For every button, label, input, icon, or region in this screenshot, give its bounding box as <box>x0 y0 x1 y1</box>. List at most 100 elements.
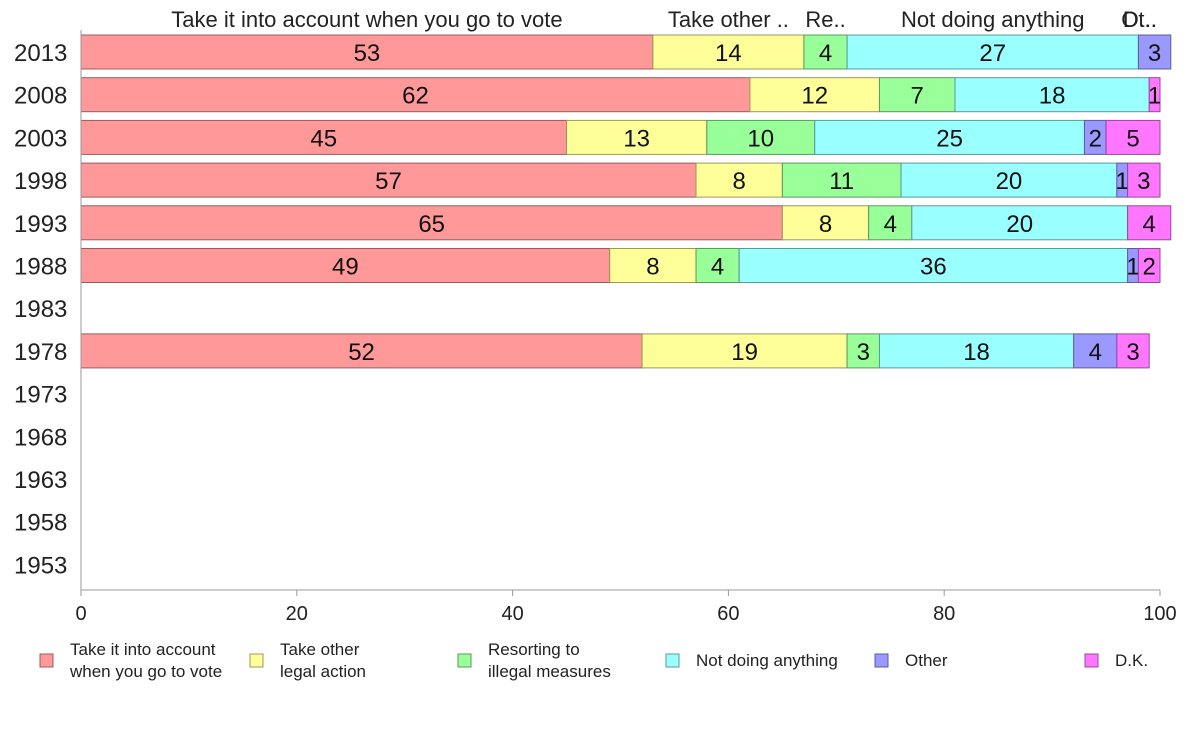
y-tick-label: 2008 <box>14 83 67 110</box>
bar-value-label: 3 <box>857 339 870 366</box>
bar-segment <box>706 119 816 155</box>
bar-segment <box>954 77 1150 113</box>
legend-label: Take it into account <box>70 640 216 659</box>
bar-value-label: 8 <box>819 211 832 238</box>
bar-value-label: 4 <box>884 211 897 238</box>
y-tick-label: 1983 <box>14 296 67 323</box>
bar-segment <box>652 34 805 70</box>
legend-label: Take other <box>280 640 360 659</box>
bar-segment <box>1137 34 1172 70</box>
legend-label: legal action <box>280 662 366 681</box>
y-tick-label: 2013 <box>14 40 67 67</box>
bar-value-label: 62 <box>402 83 429 110</box>
bar-value-label: 4 <box>1143 211 1156 238</box>
bar-segment <box>868 205 913 241</box>
bar-value-label: 2 <box>1143 254 1156 281</box>
legend-label: Resorting to <box>488 640 580 659</box>
y-tick-label: 1973 <box>14 382 67 409</box>
bar-segment <box>878 77 956 113</box>
legend-label: Other <box>905 651 948 670</box>
bar-value-label: 14 <box>715 40 742 67</box>
bar-segment <box>80 119 568 155</box>
bar-segment <box>814 119 1085 155</box>
bar-segment <box>1148 77 1161 113</box>
y-tick-label: 1968 <box>14 424 67 451</box>
bar-value-label: 4 <box>1089 339 1102 366</box>
bar-segment <box>566 119 708 155</box>
x-tick-label: 0 <box>75 603 86 625</box>
bar-segment <box>803 34 848 70</box>
legend-label: illegal measures <box>488 662 611 681</box>
bar-segment <box>781 162 902 198</box>
bar-value-label: 4 <box>819 40 832 67</box>
y-tick-label: 1988 <box>14 254 67 281</box>
bar-segment <box>1127 162 1161 198</box>
bar-segment <box>609 248 697 283</box>
bar-segment <box>878 333 1075 369</box>
bar-value-label: 8 <box>646 254 659 281</box>
bar-value-label: 3 <box>1148 40 1161 67</box>
series-top-label: Take it into account when you go to vote <box>171 7 562 32</box>
bar-value-label: 20 <box>996 168 1023 195</box>
legend-label: Not doing anything <box>696 651 838 670</box>
y-tick-label: 1998 <box>14 168 67 195</box>
bar-segment <box>911 205 1129 241</box>
bar-value-label: 45 <box>310 125 337 152</box>
legend-swatch <box>874 653 889 668</box>
series-top-label: Re.. <box>805 7 845 32</box>
bar-segment <box>1116 333 1150 369</box>
bar-value-label: 57 <box>375 168 402 195</box>
bar-segment <box>695 162 783 198</box>
bar-segment <box>846 333 880 369</box>
series-top-label: Ot.. <box>1121 7 1156 32</box>
bar-segment <box>1105 119 1161 155</box>
bar-value-label: 11 <box>829 168 854 195</box>
bar-value-label: 3 <box>1126 339 1139 366</box>
bar-value-label: 20 <box>1006 211 1033 238</box>
bar-value-label: 49 <box>332 254 359 281</box>
x-tick-label: 20 <box>286 603 308 625</box>
bar-value-label: 13 <box>623 125 650 152</box>
bar-value-label: 1 <box>1148 83 1161 110</box>
bar-value-label: 10 <box>747 125 774 152</box>
bar-value-label: 1 <box>1116 168 1129 195</box>
bar-value-label: 25 <box>936 125 963 152</box>
series-top-label: Not doing anything <box>901 7 1084 32</box>
bar-value-label: 2 <box>1089 125 1102 152</box>
bar-segment <box>1127 205 1172 241</box>
bar-value-label: 53 <box>354 40 381 67</box>
bar-value-label: 18 <box>963 339 990 366</box>
y-tick-label: 1993 <box>14 211 67 238</box>
legend-label: when you go to vote <box>69 662 222 681</box>
bar-segment <box>641 333 848 369</box>
legend-swatch <box>39 653 54 668</box>
bar-value-label: 52 <box>348 339 375 366</box>
bar-value-label: 19 <box>731 339 758 366</box>
y-tick-label: 1978 <box>14 339 67 366</box>
bar-value-label: 8 <box>733 168 746 195</box>
series-top-label: D... <box>1123 7 1157 32</box>
bar-segment <box>781 205 870 241</box>
x-tick-label: 40 <box>501 603 523 625</box>
bar-value-label: 27 <box>979 40 1006 67</box>
legend-swatch <box>665 653 680 668</box>
series-top-label: Take other .. <box>668 7 789 32</box>
bar-value-label: 12 <box>801 83 828 110</box>
x-tick-label: 100 <box>1143 603 1176 625</box>
bar-value-label: 1 <box>1126 254 1139 281</box>
legend-swatch <box>1084 653 1099 668</box>
bar-segment <box>1137 248 1161 283</box>
bar-value-label: 18 <box>1039 83 1066 110</box>
x-tick-label: 80 <box>933 603 955 625</box>
bar-value-label: 36 <box>920 254 947 281</box>
y-tick-label: 1958 <box>14 510 67 537</box>
bar-value-label: 5 <box>1126 125 1139 152</box>
bar-segment <box>80 34 654 70</box>
legend-swatch <box>457 653 472 668</box>
x-tick-label: 60 <box>717 603 739 625</box>
bar-segment <box>80 162 697 198</box>
legend-swatch <box>249 653 264 668</box>
bar-segment <box>900 162 1118 198</box>
bar-value-label: 65 <box>418 211 445 238</box>
